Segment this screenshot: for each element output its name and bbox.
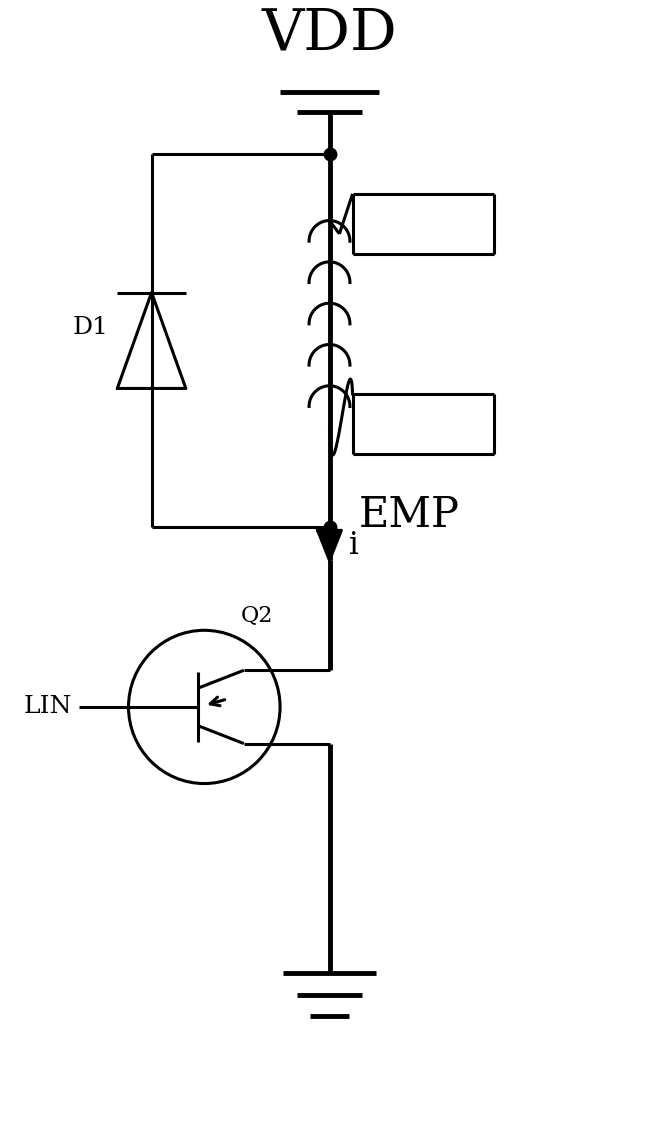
Text: VDD: VDD (262, 6, 397, 62)
Text: EMP: EMP (359, 494, 460, 536)
Polygon shape (318, 530, 341, 561)
FancyArrowPatch shape (210, 698, 225, 706)
Text: D1: D1 (73, 316, 109, 339)
Text: LIN: LIN (24, 695, 72, 718)
Text: i: i (349, 530, 359, 561)
Text: Q2: Q2 (241, 605, 273, 627)
